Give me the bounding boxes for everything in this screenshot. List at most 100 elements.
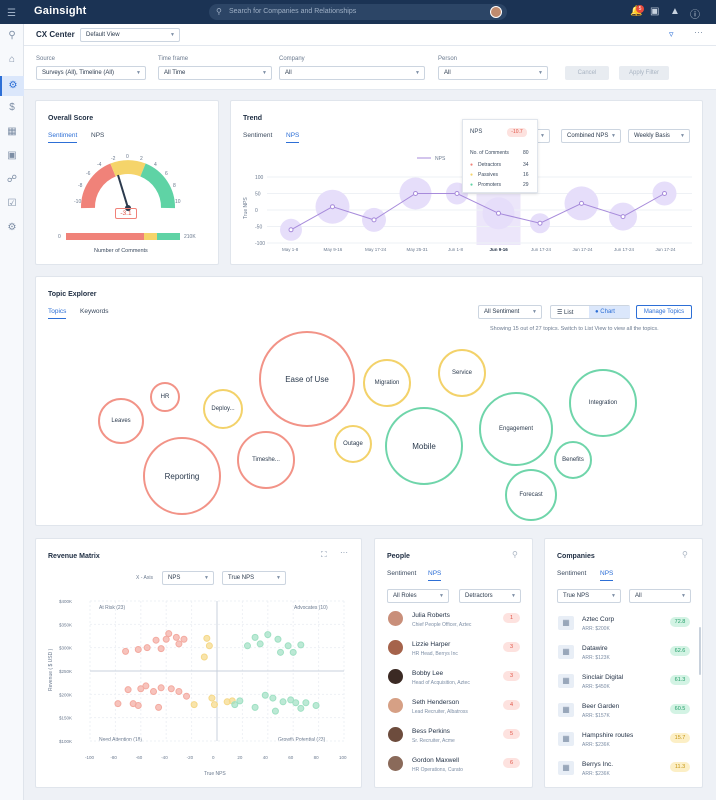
topic-bubble[interactable]: Service [438,349,486,397]
scatter-point[interactable] [269,694,277,702]
view-select[interactable]: Default View ▼ [80,28,180,42]
list-item[interactable]: ▦ Hampshire routes ARR: $236K 15.7 [555,729,695,755]
scrollbar[interactable] [699,627,701,675]
topic-bubble[interactable]: Forecast [505,469,557,521]
list-item[interactable]: Bess Perkins Sr. Recruiter, Acme 5 [385,725,525,751]
notes-icon[interactable]: ▣ [650,6,660,17]
tab-sentiment[interactable]: Sentiment [48,132,78,143]
tab-nps[interactable]: NPS [91,132,105,139]
source-select[interactable]: Surveys (All), Timeline (All) ▼ [36,66,146,80]
tab-sentiment[interactable]: Sentiment [557,570,587,577]
scatter-point[interactable] [134,702,142,710]
trend-point[interactable] [371,217,377,223]
scatter-point[interactable] [289,648,297,656]
list-item[interactable]: ▦ Aztec Corp ARR: $200K 72.8 [555,613,695,639]
timeframe-select[interactable]: All Time ▼ [158,66,272,80]
menu-icon[interactable]: ☰ [7,8,16,19]
topic-bubble[interactable]: Reporting [143,437,221,515]
trend-point[interactable] [662,191,667,196]
list-item[interactable]: Julia Roberts Chief People Officer, Aztec… [385,609,525,635]
x-axis-select[interactable]: NPS ▼ [162,571,214,585]
scatter-point[interactable] [277,648,284,656]
list-view-button[interactable]: ☰ List [557,310,574,316]
list-item[interactable]: ▦ Berrys Inc. ARR: $236K 11.3 [555,758,695,784]
filter-icon[interactable]: ▿ [669,29,674,39]
topic-bubble[interactable]: Timeshe... [237,431,295,489]
scatter-point[interactable] [172,633,180,641]
trend-point[interactable] [496,210,501,216]
scatter-point[interactable] [205,642,213,650]
tab-nps[interactable]: NPS [600,570,614,581]
scatter-point[interactable] [157,684,165,692]
topic-bubble[interactable]: Benefits [554,441,592,479]
list-item[interactable]: Gordon Maxwell HR Operations, Curato 6 [385,754,525,780]
topic-bubble[interactable]: Integration [569,369,637,437]
scatter-point[interactable] [256,640,264,648]
y-axis-select[interactable]: True NPS ▼ [222,571,286,585]
scatter-point[interactable] [200,653,208,661]
scatter-point[interactable] [251,633,259,641]
scatter-point[interactable] [114,700,122,708]
scatter-point[interactable] [175,688,183,696]
role-select[interactable]: All Roles ▼ [387,589,449,603]
tab-topics[interactable]: Topics [48,308,67,319]
scatter-point[interactable] [264,631,272,639]
trend-point[interactable] [579,200,584,206]
more-icon[interactable]: ··· [340,548,348,557]
manage-topics-button[interactable]: Manage Topics [636,305,692,319]
topic-bubble[interactable]: Outage [334,425,372,463]
topic-bubble[interactable]: Migration [363,359,411,407]
expand-icon[interactable]: ⛶ [321,550,327,559]
scatter-point[interactable] [150,688,157,696]
company-select[interactable]: All ▼ [279,66,425,80]
sidebar-board-icon[interactable]: ▦ [7,126,17,137]
scatter-point[interactable] [251,703,259,711]
sidebar-settings-icon[interactable]: ⚙ [7,222,17,233]
scatter-point[interactable] [134,646,142,654]
scatter-point[interactable] [292,699,300,707]
basis-select[interactable]: Weekly Basis ▼ [628,129,690,143]
scatter-point[interactable] [208,694,216,702]
scatter-point[interactable] [183,692,191,700]
scatter-point[interactable] [152,636,160,644]
scatter-point[interactable] [231,701,239,709]
list-item[interactable]: ▦ Sinclair Digital ARR: $450K 61.3 [555,671,695,697]
tab-keywords[interactable]: Keywords [80,308,109,315]
scatter-point[interactable] [236,697,244,705]
sidebar-home-icon[interactable]: ⌂ [8,54,16,65]
scatter-point[interactable] [279,698,287,706]
scatter-point[interactable] [284,642,292,650]
rocket-icon[interactable]: ▲ [670,6,680,17]
scatter-point[interactable] [175,640,183,648]
sidebar-network-icon[interactable]: ☍ [6,174,18,185]
scatter-point[interactable] [271,707,279,715]
scatter-point[interactable] [203,634,211,642]
scatter-point[interactable] [180,635,188,643]
scatter-point[interactable] [143,644,151,652]
person-select[interactable]: All ▼ [438,66,548,80]
topic-bubble[interactable]: Engagement [479,392,553,466]
sidebar-cx-center-icon[interactable]: ⚙ [0,76,24,96]
list-item[interactable]: ▦ Beer Garden ARR: $157K 60.5 [555,700,695,726]
scatter-point[interactable] [157,645,165,653]
trend-point[interactable] [454,191,460,196]
trend-point[interactable] [413,191,418,196]
apply-filter-button[interactable]: Apply Filter [619,66,669,80]
tab-sentiment[interactable]: Sentiment [387,570,417,577]
sidebar-report-icon[interactable]: ▣ [7,150,17,161]
list-item[interactable]: ▦ Datawire ARR: $123K 62.6 [555,642,695,668]
list-item[interactable]: Seth Henderson Lead Recruiter, Albatross 4 [385,696,525,722]
scatter-point[interactable] [302,699,310,707]
respondent-type-select[interactable]: Detractors ▼ [459,589,521,603]
scatter-point[interactable] [261,691,269,699]
topic-bubble[interactable]: Deploy... [203,389,243,429]
scatter-point[interactable] [210,701,218,709]
tab-nps[interactable]: NPS [428,570,442,581]
scatter-point[interactable] [190,701,198,709]
trend-point[interactable] [620,214,626,220]
tab-sentiment[interactable]: Sentiment [243,132,273,139]
sentiment-select[interactable]: All Sentiment ▼ [478,305,542,319]
scatter-point[interactable] [243,642,251,650]
search-icon[interactable]: ⚲ [512,550,518,559]
help-icon[interactable]: ⓘ [690,10,700,21]
